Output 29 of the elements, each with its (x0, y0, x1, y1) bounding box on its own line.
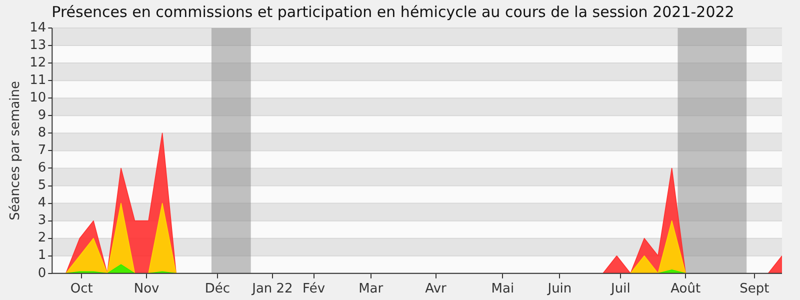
y-tick-label: 8 (38, 126, 46, 141)
x-tick-label: Mai (491, 282, 514, 297)
x-tick-label: Juil (610, 282, 630, 297)
x-tick-label: Jan 22 (251, 282, 293, 297)
chart-title: Présences en commissions et participation en hémicycle au cours de la session 2021-2022 (52, 2, 734, 21)
x-tick-label: Fév (302, 282, 326, 297)
y-tick-label: 12 (30, 55, 46, 70)
y-tick-label: 14 (30, 20, 46, 36)
x-tick-label: Mar (358, 282, 384, 297)
y-tick-label: 0 (38, 266, 46, 281)
y-axis-title: Séances par semaine (8, 80, 24, 220)
x-tick-label: Sept (740, 282, 770, 297)
y-tick-label: 3 (38, 213, 46, 228)
y-tick-label: 11 (30, 72, 46, 88)
y-tick-label: 2 (38, 230, 46, 246)
x-tick-label: Oct (70, 282, 93, 297)
y-tick-label: 1 (38, 248, 46, 264)
y-tick-label: 4 (38, 196, 46, 211)
x-tick-label: Juin (546, 282, 572, 297)
y-tick-label: 9 (38, 108, 46, 124)
y-tick-label: 6 (38, 160, 46, 176)
y-tick-label: 13 (30, 38, 46, 53)
y-tick-label: 10 (30, 90, 46, 106)
x-tick-label: Nov (134, 282, 160, 297)
y-tick-label: 5 (38, 178, 46, 194)
x-tick-label: Avr (425, 282, 447, 297)
y-tick-label: 7 (38, 143, 46, 158)
x-tick-label: Déc (204, 282, 230, 297)
x-tick-label: Août (670, 282, 701, 297)
